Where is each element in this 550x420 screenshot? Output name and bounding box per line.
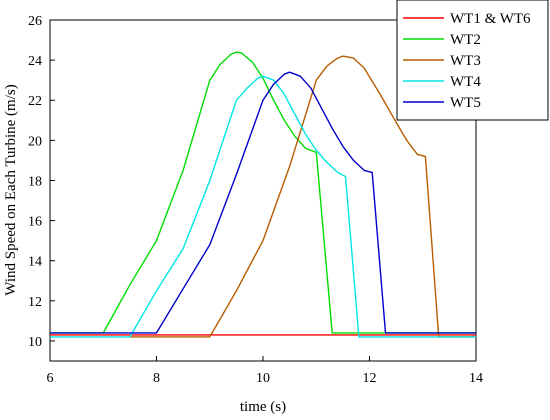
series-line-wt5 bbox=[50, 71, 476, 334]
x-tick-label: 14 bbox=[469, 371, 483, 386]
series-line-wt3 bbox=[129, 55, 476, 338]
legend-label: WT4 bbox=[450, 74, 481, 90]
y-tick-label: 24 bbox=[28, 54, 42, 69]
legend-label: WT3 bbox=[450, 53, 481, 69]
legend-label: WT1 & WT6 bbox=[450, 11, 531, 27]
y-tick-label: 10 bbox=[28, 335, 42, 350]
y-tick-label: 26 bbox=[28, 14, 42, 29]
y-tick-label: 20 bbox=[28, 134, 42, 149]
series-layer bbox=[50, 51, 476, 338]
x-tick-label: 8 bbox=[153, 371, 160, 386]
y-tick-label: 18 bbox=[28, 174, 42, 189]
y-axis-title: Wind Speed on Each Turbine (m/s) bbox=[3, 84, 19, 295]
y-tick-label: 12 bbox=[28, 295, 42, 310]
x-axis-title: time (s) bbox=[240, 399, 286, 415]
y-tick-label: 14 bbox=[28, 255, 42, 270]
y-tick-label: 16 bbox=[28, 215, 42, 230]
y-tick-label: 22 bbox=[28, 94, 42, 109]
legend-label: WT5 bbox=[450, 95, 481, 111]
legend-label: WT2 bbox=[450, 32, 481, 48]
legend: WT1 & WT6 WT2 WT3 WT4 WT5 bbox=[396, 0, 549, 121]
x-axis: 6 8 10 12 14 bbox=[47, 356, 483, 386]
x-tick-label: 10 bbox=[256, 371, 270, 386]
x-tick-label: 6 bbox=[47, 371, 54, 386]
x-tick-label: 12 bbox=[363, 371, 377, 386]
series-line-wt2 bbox=[50, 51, 476, 334]
series-line-wt4 bbox=[50, 75, 476, 338]
y-axis: 10 12 14 16 18 20 22 24 26 bbox=[28, 14, 55, 350]
